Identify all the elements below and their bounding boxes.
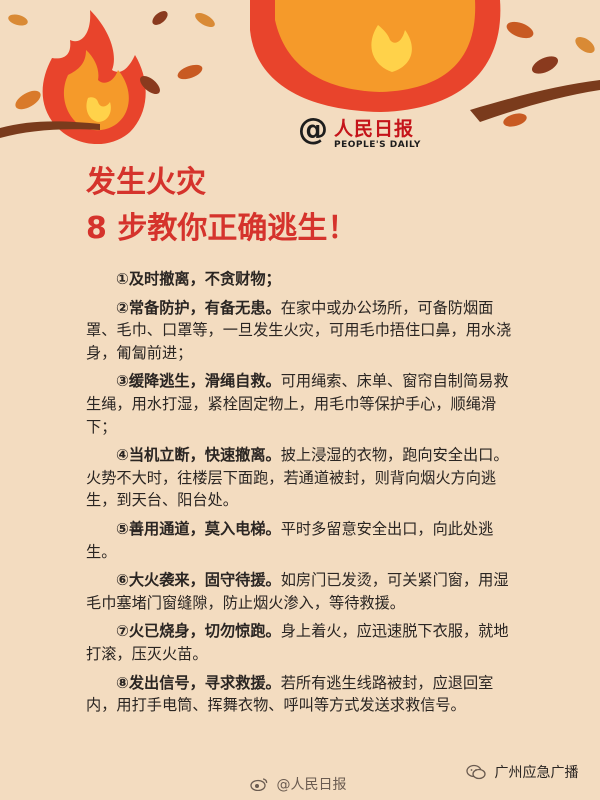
- step-body: 披上浸湿的衣物，跑向安全出口。火势不大时，往楼层下面跑，若通道被封，则背向烟火方…: [86, 446, 509, 510]
- step-heading: ⑧发出信号，寻求救援。: [116, 673, 281, 692]
- step-item: ⑧发出信号，寻求救援。若所有逃生线路被封，应退回室内，用打手电筒、挥舞衣物、呼叫…: [86, 672, 520, 717]
- step-body: 身上着火，应迅速脱下衣服，就地打滚，压灭火苗。: [86, 622, 509, 663]
- fire-illustration: [0, 0, 600, 145]
- step-heading: ⑦火已烧身，切勿惊跑。: [116, 622, 281, 641]
- step-body: 可用绳索、床单、窗帘自制简易救生绳，用水打湿，紧栓固定物上，用毛巾等保护手心，顺…: [86, 372, 509, 436]
- large-flame-icon: [250, 0, 501, 112]
- weibo-icon: [250, 778, 268, 791]
- weibo-watermark: @人民日报: [250, 774, 346, 794]
- step-item: ③缓降逃生，滑绳自救。可用绳索、床单、窗帘自制简易救生绳，用水打湿，紧栓固定物上…: [86, 370, 520, 438]
- step-item: ④当机立断，快速撤离。披上浸湿的衣物，跑向安全出口。火势不大时，往楼层下面跑，若…: [86, 444, 520, 512]
- step-body: 平时多留意安全出口，向此处逃生。: [86, 519, 494, 561]
- title-line-2: 8 步教你正确逃生！: [86, 211, 358, 246]
- step-heading: ④当机立断，快速撤离。: [116, 446, 281, 465]
- step-item: ⑤善用通道，莫入电梯。平时多留意安全出口，向此处逃生。: [86, 518, 520, 563]
- peoples-daily-logo: @ 人民日报 PEOPLE'S DAILY: [298, 112, 438, 156]
- at-sign: @: [298, 112, 328, 147]
- step-heading: ③缓降逃生，滑绳自救。: [116, 372, 281, 391]
- brand-name-en: PEOPLE'S DAILY: [334, 140, 421, 150]
- title-line-1: 发生火灾: [86, 165, 206, 200]
- step-body: 如房门已发烫，可关紧门窗，用湿毛巾塞堵门窗缝隙，防止烟火渗入，等待救援。: [86, 571, 509, 612]
- step-body: 在家中或办公场所，可备防烟面罩、毛巾、口罩等，一旦发生火灾，可用毛巾捂住口鼻，用…: [86, 298, 512, 362]
- wechat-account-name: 广州应急广播: [494, 765, 579, 781]
- step-heading: ②常备防护，有备无患。: [116, 298, 281, 317]
- wechat-icon: [466, 764, 486, 780]
- brand-name-cn: 人民日报: [334, 118, 415, 140]
- step-item: ⑥大火袭来，固守待援。如房门已发烫，可关紧门窗，用湿毛巾塞堵门窗缝隙，防止烟火渗…: [86, 569, 520, 614]
- step-heading: ①及时撤离，不贪财物；: [116, 270, 281, 288]
- left-flame-icon: [42, 10, 146, 145]
- step-item: ①及时撤离，不贪财物；: [86, 268, 520, 291]
- step-body: 若所有逃生线路被封，应退回室内，用打手电筒、挥舞衣物、呼叫等方式发送求救信号。: [86, 673, 494, 715]
- step-heading: ⑥大火袭来，固守待援。: [116, 571, 281, 590]
- step-heading: ⑤善用通道，莫入电梯。: [116, 519, 281, 538]
- step-item: ②常备防护，有备无患。在家中或办公场所，可备防烟面罩、毛巾、口罩等，一旦发生火灾…: [86, 297, 520, 365]
- wechat-watermark: 广州应急广播: [466, 762, 578, 782]
- escape-steps-list: ①及时撤离，不贪财物； ②常备防护，有备无患。在家中或办公场所，可备防烟面罩、毛…: [86, 268, 520, 723]
- page-title: 发生火灾 8 步教你正确逃生！: [86, 160, 357, 252]
- weibo-handle: @人民日报: [276, 777, 347, 793]
- step-item: ⑦火已烧身，切勿惊跑。身上着火，应迅速脱下衣服，就地打滚，压灭火苗。: [86, 620, 520, 665]
